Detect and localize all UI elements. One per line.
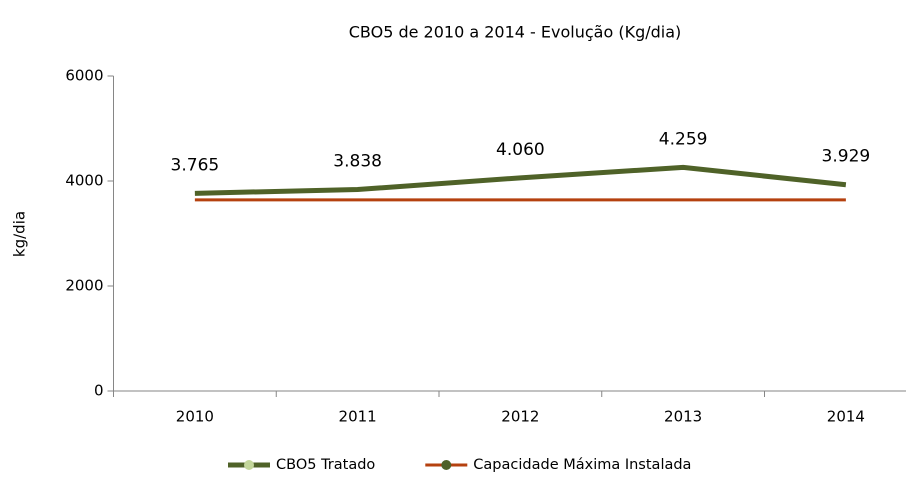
x-tick-label: 2012	[501, 408, 539, 426]
x-tick-label: 2014	[827, 408, 865, 426]
data-label: 3.929	[822, 147, 871, 167]
y-axis-label: kg/dia	[11, 211, 29, 257]
x-tick-label: 2013	[664, 408, 702, 426]
legend-label: Capacidade Máxima Instalada	[473, 457, 691, 473]
legend-label: CBO5 Tratado	[276, 457, 375, 473]
y-tick-label: 4000	[65, 172, 103, 190]
data-label: 4.259	[659, 129, 708, 149]
data-label: 4.060	[496, 140, 545, 160]
x-tick-label: 2010	[176, 408, 214, 426]
data-label: 3.838	[333, 152, 382, 172]
legend-marker	[244, 460, 254, 470]
legend-marker	[441, 460, 452, 470]
x-tick-label: 2011	[339, 408, 377, 426]
y-tick-label: 2000	[65, 277, 103, 295]
series-line	[194, 164, 847, 196]
data-label: 3.765	[171, 155, 220, 175]
y-tick-label: 0	[94, 382, 104, 400]
y-tick-label: 6000	[65, 67, 103, 85]
chart-title: CBO5 de 2010 a 2014 - Evolução (Kg/dia)	[349, 23, 682, 42]
